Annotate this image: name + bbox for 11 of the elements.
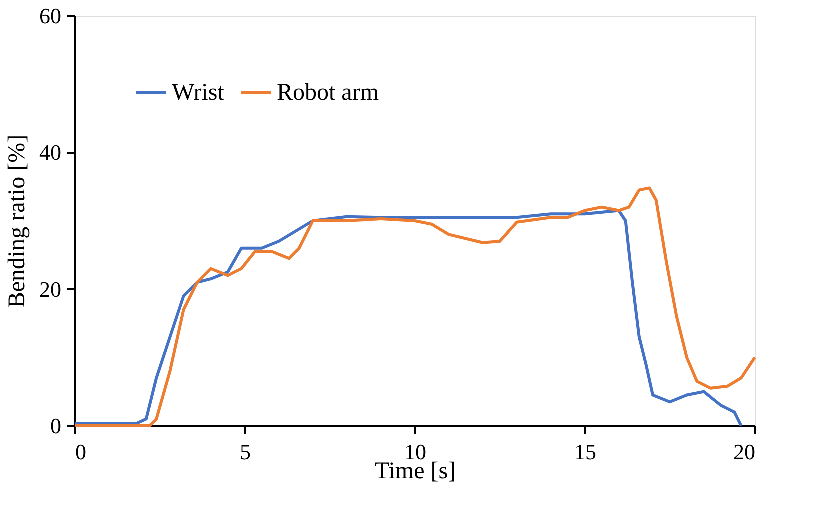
y-tick-label: 60 xyxy=(40,4,62,28)
x-tick-label: 0 xyxy=(76,440,86,464)
y-tick-label: 20 xyxy=(40,276,62,302)
y-tick-label: 0 xyxy=(50,414,62,438)
y-axis-title: Bending ratio [%] xyxy=(4,134,30,308)
legend-label: Wrist xyxy=(172,80,225,106)
legend-label: Robot arm xyxy=(277,80,380,106)
x-tick-label: 15 xyxy=(574,440,596,464)
y-tick-label: 40 xyxy=(40,140,62,166)
x-tick-label: 20 xyxy=(734,440,756,464)
x-tick-label: 5 xyxy=(240,440,251,464)
